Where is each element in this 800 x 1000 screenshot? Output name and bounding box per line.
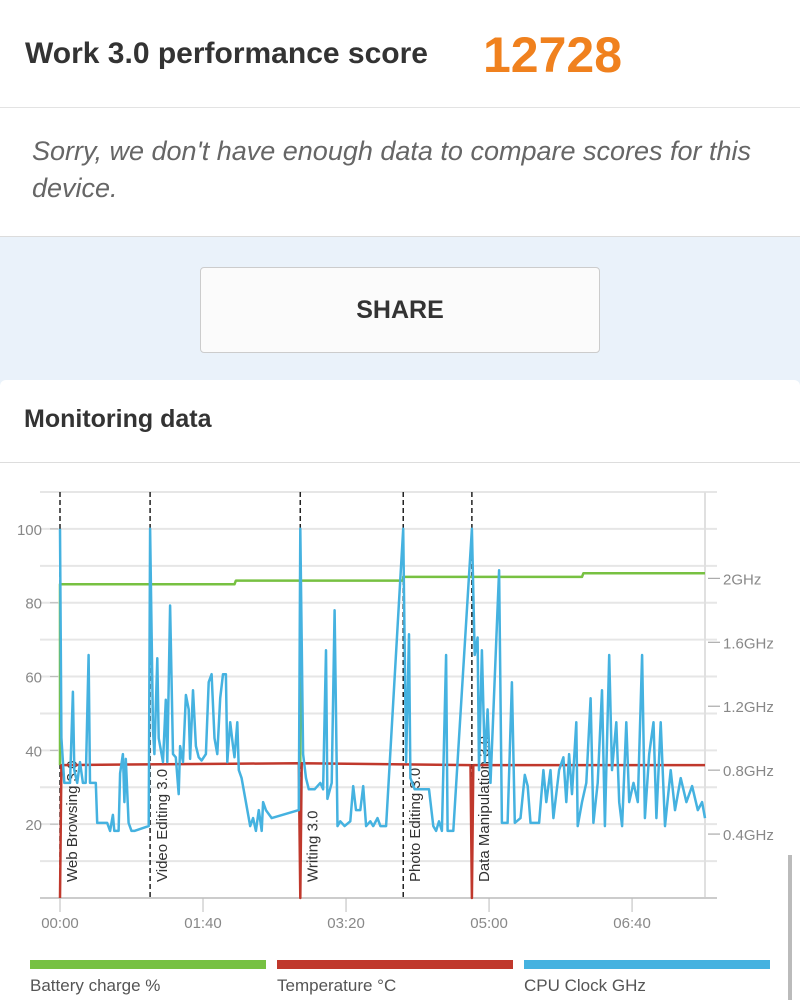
share-button[interactable]: SHARE <box>200 267 600 353</box>
compare-message: Sorry, we don't have enough data to comp… <box>32 136 752 203</box>
score-value: 12728 <box>483 27 623 83</box>
y2-tick-label: 1.6GHz <box>723 635 774 652</box>
series-line-cpu <box>58 527 707 833</box>
legend-label: Battery charge % <box>30 976 161 995</box>
y-tick-label: 20 <box>25 817 42 834</box>
y2-tick-label: 0.8GHz <box>723 763 774 780</box>
test-marker-label: Writing 3.0 <box>304 811 321 882</box>
monitoring-card: Monitoring data <box>0 380 800 1000</box>
test-marker-label: Photo Editing 3.0 <box>407 768 424 882</box>
y-tick-label: 100 <box>17 522 42 539</box>
score-title: Work 3.0 performance score <box>25 37 428 70</box>
divider <box>0 462 800 463</box>
legend-swatch <box>30 960 266 969</box>
score-card: Work 3.0 performance score 12728 <box>0 0 800 108</box>
scrollbar[interactable] <box>788 855 792 1000</box>
series-line-temperature <box>58 762 705 900</box>
legend-temperature: Temperature °C <box>277 960 513 996</box>
legend-label: Temperature °C <box>277 976 397 995</box>
y-tick-label: 40 <box>25 743 42 760</box>
x-tick-label: 06:40 <box>613 915 651 932</box>
legend-battery: Battery charge % <box>30 960 266 996</box>
y2-tick-label: 2GHz <box>723 571 761 588</box>
legend-swatch <box>524 960 770 969</box>
legend-cpu: CPU Clock GHz <box>524 960 770 996</box>
test-marker-label: Web Browsing 3.0 <box>64 761 81 882</box>
x-tick-label: 05:00 <box>470 915 508 932</box>
y2-tick-label: 0.4GHz <box>723 827 774 844</box>
y2-tick-label: 1.2GHz <box>723 699 774 716</box>
y-tick-label: 80 <box>25 596 42 613</box>
compare-card: Sorry, we don't have enough data to comp… <box>0 108 800 237</box>
x-tick-label: 01:40 <box>184 915 222 932</box>
test-marker-label: Data Manipulation 3.0 <box>476 736 493 882</box>
monitoring-title: Monitoring data <box>24 405 212 433</box>
legend-swatch <box>277 960 513 969</box>
x-tick-label: 03:20 <box>327 915 365 932</box>
legend-label: CPU Clock GHz <box>524 976 646 995</box>
y-tick-label: 60 <box>25 670 42 687</box>
test-marker-label: Video Editing 3.0 <box>154 769 171 882</box>
x-tick-label: 00:00 <box>41 915 79 932</box>
